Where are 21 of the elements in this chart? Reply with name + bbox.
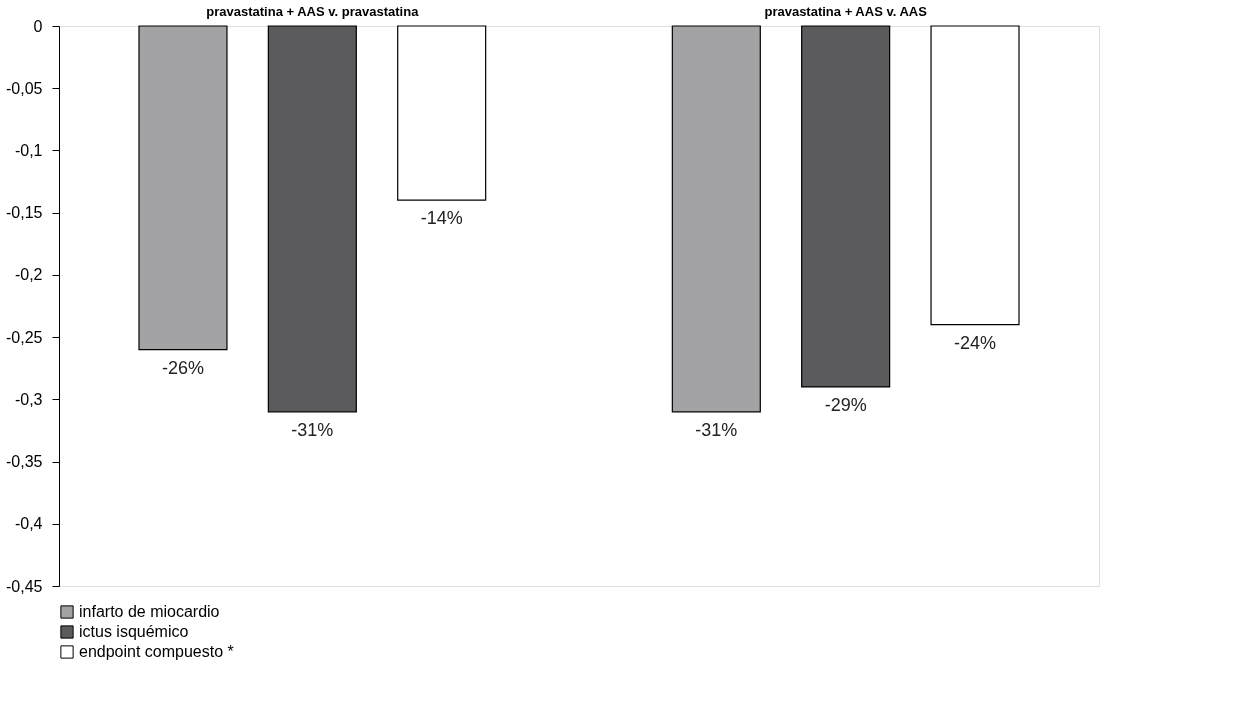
y-tick-label: -0,3 [14, 390, 43, 408]
y-tick-label: 0 [33, 17, 43, 35]
data-label: -24% [954, 332, 997, 353]
data-label: -26% [161, 357, 204, 378]
y-tick-label: -0,4 [14, 515, 43, 533]
y-tick-label: -0,15 [6, 204, 43, 222]
y-tick-label: -0,05 [6, 79, 43, 97]
y-tick-label: -0,45 [6, 577, 43, 595]
legend-label: infarto de miocardio [79, 603, 220, 620]
y-tick-label: -0,25 [6, 328, 43, 346]
x-tick-label: pravastatina + AAS v. pravastatina [206, 3, 420, 19]
x-tick-label: pravastatina + AAS v. AAS [764, 3, 928, 19]
y-tick-label: -0,1 [14, 141, 43, 159]
data-label: -31% [291, 419, 334, 440]
data-label: -31% [695, 419, 738, 440]
legend-label: endpoint compuesto * [79, 643, 234, 660]
legend-label: ictus isquémico [79, 623, 189, 640]
data-label: -29% [824, 394, 867, 415]
y-tick-label: -0,35 [6, 453, 43, 471]
y-tick-label: -0,2 [14, 266, 43, 284]
data-label: -14% [420, 208, 463, 229]
